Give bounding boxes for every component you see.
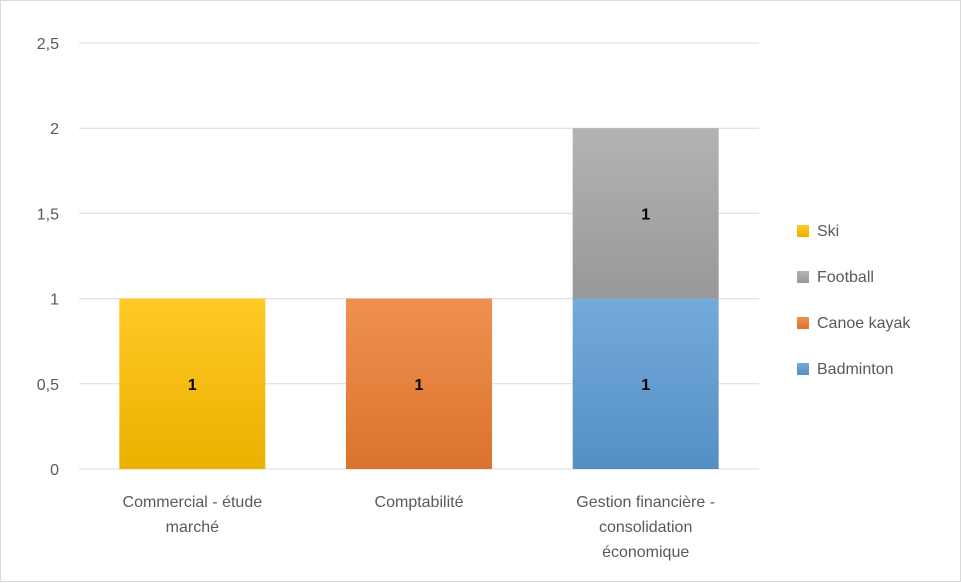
x-category-label: Commercial - étude marché bbox=[123, 494, 263, 536]
legend-label: Badminton bbox=[817, 361, 894, 378]
y-tick-label: 2 bbox=[50, 121, 59, 138]
legend-swatch bbox=[797, 317, 809, 329]
bar-canoe-kayak bbox=[346, 298, 492, 469]
legend: Ski Football Canoe kayak Badminton bbox=[797, 223, 911, 378]
data-label: 1 bbox=[415, 377, 424, 394]
y-tick-label: 1 bbox=[50, 292, 59, 309]
legend-label: Ski bbox=[817, 223, 839, 240]
bar-ski bbox=[119, 298, 266, 469]
legend-swatch bbox=[797, 271, 809, 283]
legend-label: Canoe kayak bbox=[817, 315, 911, 332]
legend-label: Football bbox=[817, 269, 874, 286]
y-tick-label: 0,5 bbox=[37, 377, 59, 394]
data-label: 1 bbox=[641, 377, 650, 394]
x-category-label: Gestion financière -consolidation économi… bbox=[576, 494, 715, 561]
data-label: 1 bbox=[641, 206, 650, 223]
y-tick-label: 2,5 bbox=[37, 36, 59, 53]
legend-swatch bbox=[797, 225, 809, 237]
y-tick-label: 1,5 bbox=[37, 206, 59, 223]
y-tick-label: 0 bbox=[50, 462, 59, 479]
bar-badminton bbox=[572, 298, 719, 469]
legend-swatch bbox=[797, 363, 809, 375]
bar-football bbox=[572, 128, 719, 299]
x-category-label: Comptabilité bbox=[375, 494, 464, 511]
data-label: 1 bbox=[188, 377, 197, 394]
